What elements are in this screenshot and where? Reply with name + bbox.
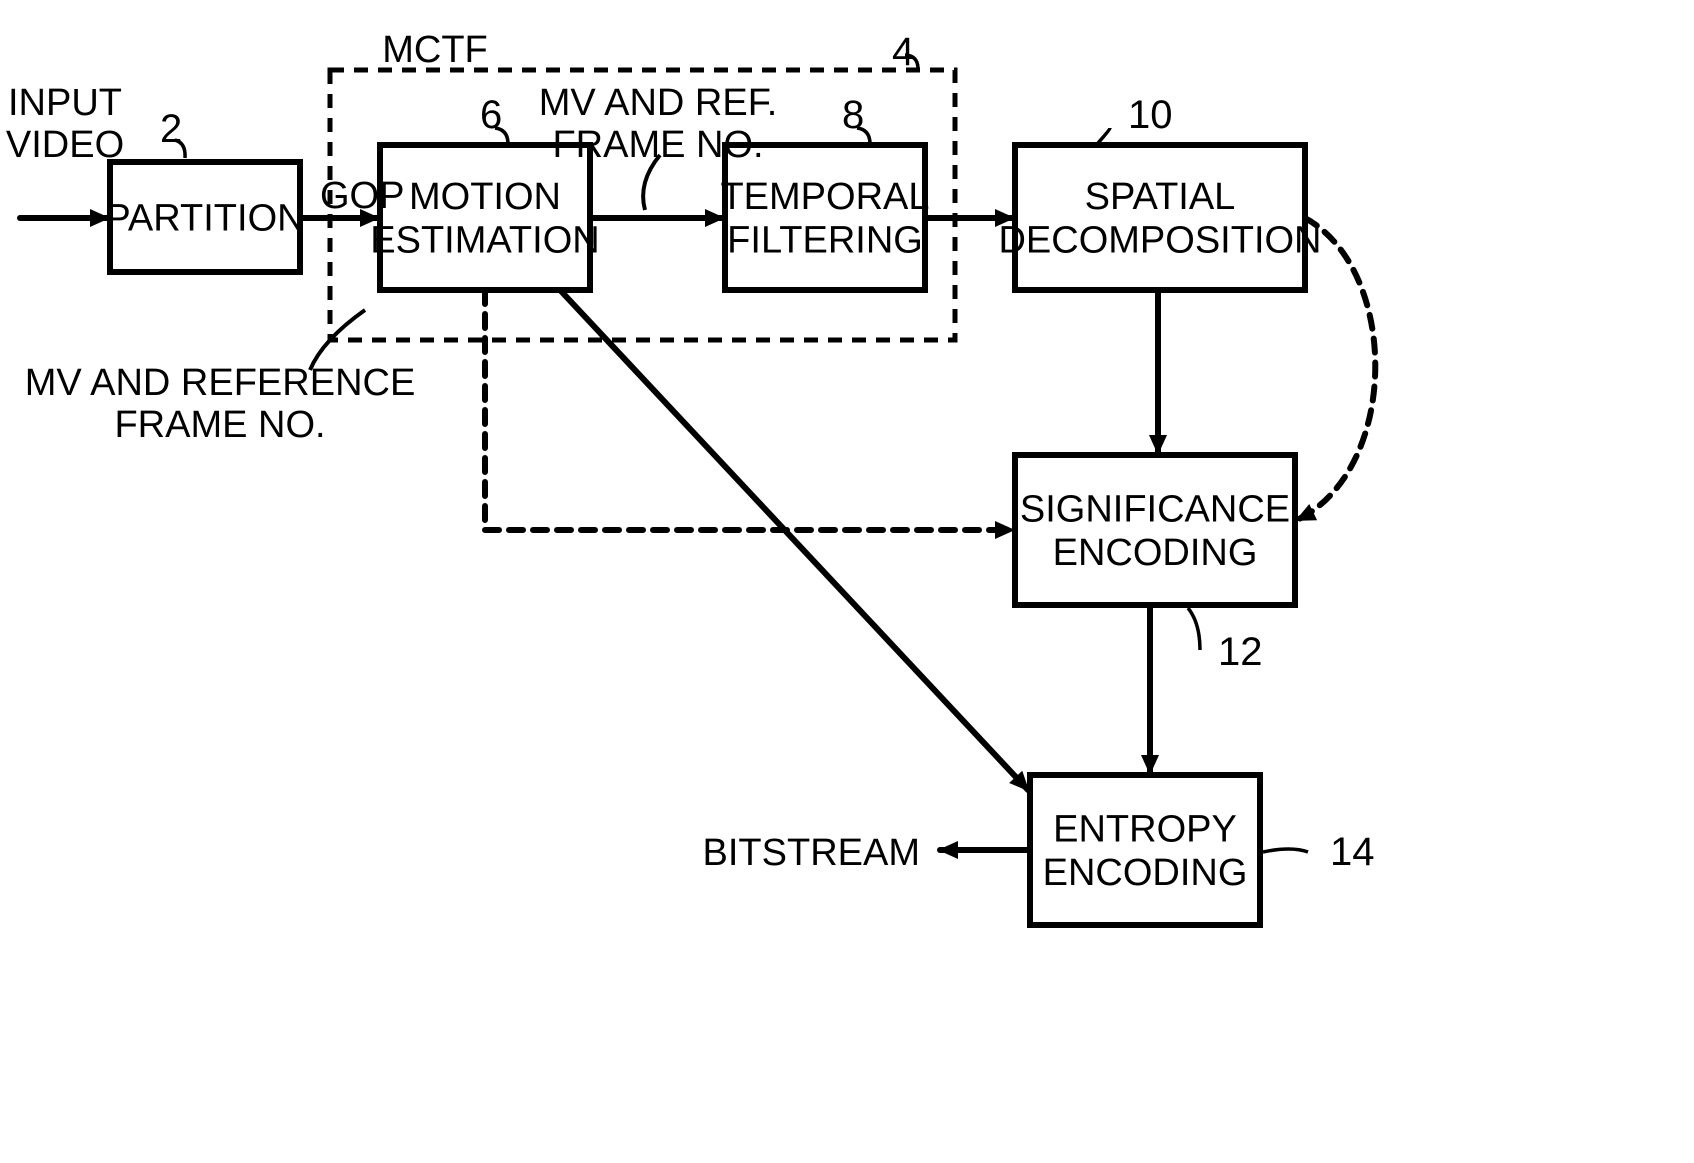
partition-label-0: PARTITION <box>105 197 304 239</box>
significance-label-1: ENCODING <box>1053 532 1258 574</box>
arrow-motion_to_entropy <box>560 290 1028 790</box>
ref-2: 2 <box>160 107 182 151</box>
entropy-label-1: ENCODING <box>1043 852 1248 894</box>
ref-hook-12 <box>1188 608 1200 650</box>
label-mv_ref_top-1: FRAME NO. <box>552 124 763 166</box>
ref-hook-10 <box>1098 128 1110 143</box>
temporal-label-0: TEMPORAL <box>720 176 929 218</box>
ref-12: 12 <box>1218 630 1263 674</box>
spatial-label-1: DECOMPOSITION <box>998 220 1321 262</box>
ref-hook-14 <box>1263 849 1308 852</box>
label-mv_ref_top-0: MV AND REF. <box>539 82 778 124</box>
mctf-label: MCTF <box>382 29 488 71</box>
ref-4: 4 <box>892 30 914 74</box>
ref-14: 14 <box>1330 830 1375 874</box>
label-input_video-0: INPUT <box>8 82 122 124</box>
arrow-spatial_signif_feedback <box>1297 218 1375 520</box>
label-gop: GOP <box>320 175 404 217</box>
ref-10: 10 <box>1128 93 1173 137</box>
label-mv_ref_left-0: MV AND REFERENCE <box>25 362 416 404</box>
spatial-label-0: SPATIAL <box>1085 176 1236 218</box>
temporal-label-1: FILTERING <box>727 220 923 262</box>
motion-label-1: ESTIMATION <box>370 220 599 262</box>
entropy-label-0: ENTROPY <box>1053 808 1237 850</box>
label-mv_ref_left-1: FRAME NO. <box>114 404 325 446</box>
label-bitstream: BITSTREAM <box>703 832 920 874</box>
motion-label-0: MOTION <box>409 176 561 218</box>
label-input_video-1: VIDEO <box>6 124 124 166</box>
significance-label-0: SIGNIFICANCE <box>1020 488 1290 530</box>
